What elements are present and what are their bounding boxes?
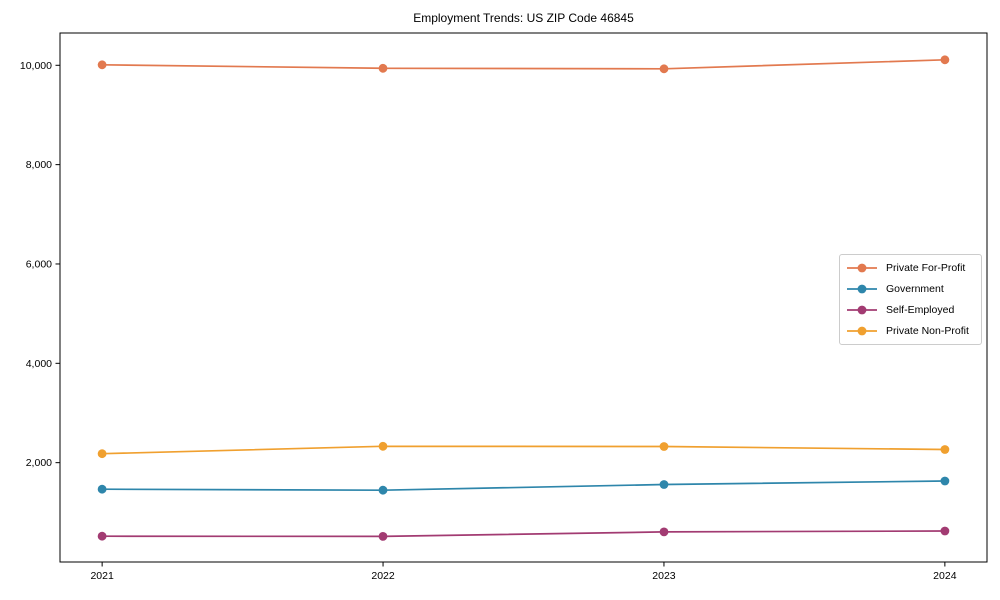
data-point-government (97, 484, 107, 494)
legend: Private For-Profit Government Self-Employe… (839, 254, 982, 345)
data-point-self-employed (659, 527, 669, 537)
legend-marker-private-non-profit (847, 326, 877, 336)
data-point-self-employed (940, 526, 950, 536)
data-point-private-non-profit (940, 445, 950, 454)
chart-title: Employment Trends: US ZIP Code 46845 (413, 11, 634, 25)
series-line-government (102, 480, 945, 492)
legend-marker-private-for-profit (847, 263, 877, 273)
legend-marker-self-employed (847, 305, 877, 315)
data-point-self-employed (378, 532, 388, 541)
y-axis-tick-label: 6,000 (26, 258, 52, 270)
legend-label: Private Non-Profit (886, 325, 969, 337)
series-line-private-for-profit (102, 58, 945, 70)
data-point-private-for-profit (940, 55, 950, 65)
data-point-private-for-profit (97, 60, 107, 70)
plot-border (59, 32, 988, 563)
x-axis-tick-label: 2021 (90, 570, 114, 582)
data-point-self-employed (97, 531, 107, 541)
legend-item-private-non-profit: Private Non-Profit (846, 323, 975, 339)
x-axis-tick-label: 2022 (371, 570, 395, 582)
series-line-self-employed (102, 530, 945, 538)
data-point-private-for-profit (659, 64, 669, 74)
legend-label: Private For-Profit (886, 262, 966, 274)
series-line-private-non-profit (102, 445, 945, 455)
x-axis-tick-label: 2024 (933, 570, 957, 582)
legend-label: Government (886, 283, 944, 295)
data-point-private-for-profit (378, 63, 388, 73)
legend-marker-government (847, 284, 877, 294)
y-axis-tick-label: 10,000 (20, 60, 52, 72)
data-point-government (378, 485, 388, 495)
data-point-private-non-profit (659, 442, 669, 451)
y-axis-tick-label: 4,000 (26, 358, 52, 370)
data-point-private-non-profit (378, 441, 388, 451)
legend-item-self-employed: Self-Employed (846, 302, 975, 318)
legend-label: Self-Employed (886, 304, 955, 316)
data-point-private-non-profit (97, 449, 107, 459)
y-axis-tick-label: 8,000 (26, 159, 52, 171)
legend-item-private-for-profit: Private For-Profit (846, 260, 975, 276)
legend-item-government: Government (846, 281, 975, 297)
data-point-government (659, 480, 669, 489)
data-point-government (940, 476, 950, 486)
x-axis-tick-label: 2023 (652, 570, 676, 582)
y-axis-tick-label: 2,000 (26, 457, 52, 469)
